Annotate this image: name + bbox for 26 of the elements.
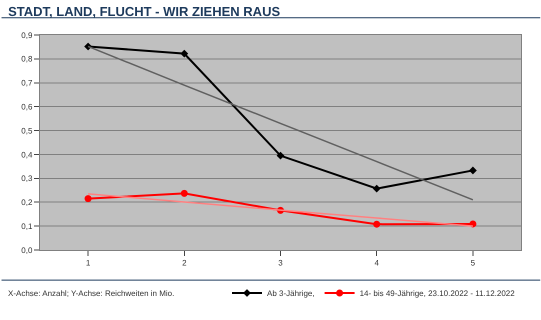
x-tick-label: 5 (470, 258, 476, 268)
x-tick-label: 1 (86, 258, 91, 268)
x-tick-label: 4 (374, 258, 380, 268)
text: X-Achse: Anzahl; Y-Achse: Reichweiten in Mio. (8, 289, 174, 298)
point (180, 190, 188, 197)
chart-title: STADT, LAND, FLUCHT - WIR ZIEHEN RAUS (8, 4, 280, 19)
legend-label: Ab 3-Jährige, (267, 289, 315, 298)
point (84, 195, 92, 202)
point (373, 220, 380, 228)
point (469, 166, 477, 174)
legend-label: 14- bis 49-Jährige, 23.10.2022 - 11.12.2022 (360, 289, 516, 298)
y-tick-label: 0,9 (21, 30, 33, 40)
y-tick-label: 0,8 (21, 54, 33, 64)
point (276, 152, 284, 160)
x-tick-label: 3 (278, 258, 284, 268)
y-tick-label: 0,1 (21, 222, 33, 231)
y-tick-label: 0,0 (21, 246, 33, 255)
y-tick-label: 0,6 (21, 102, 33, 112)
y-tick-label: 0,2 (21, 198, 33, 208)
y-tick-label: 0,5 (21, 126, 33, 136)
y-tick-label: 0,4 (21, 150, 33, 160)
y-tick-label: 0,3 (21, 174, 33, 184)
point (372, 184, 381, 193)
y-tick-label: 0,7 (21, 78, 33, 88)
x-tick-label: 2 (182, 258, 188, 268)
point (180, 50, 188, 58)
